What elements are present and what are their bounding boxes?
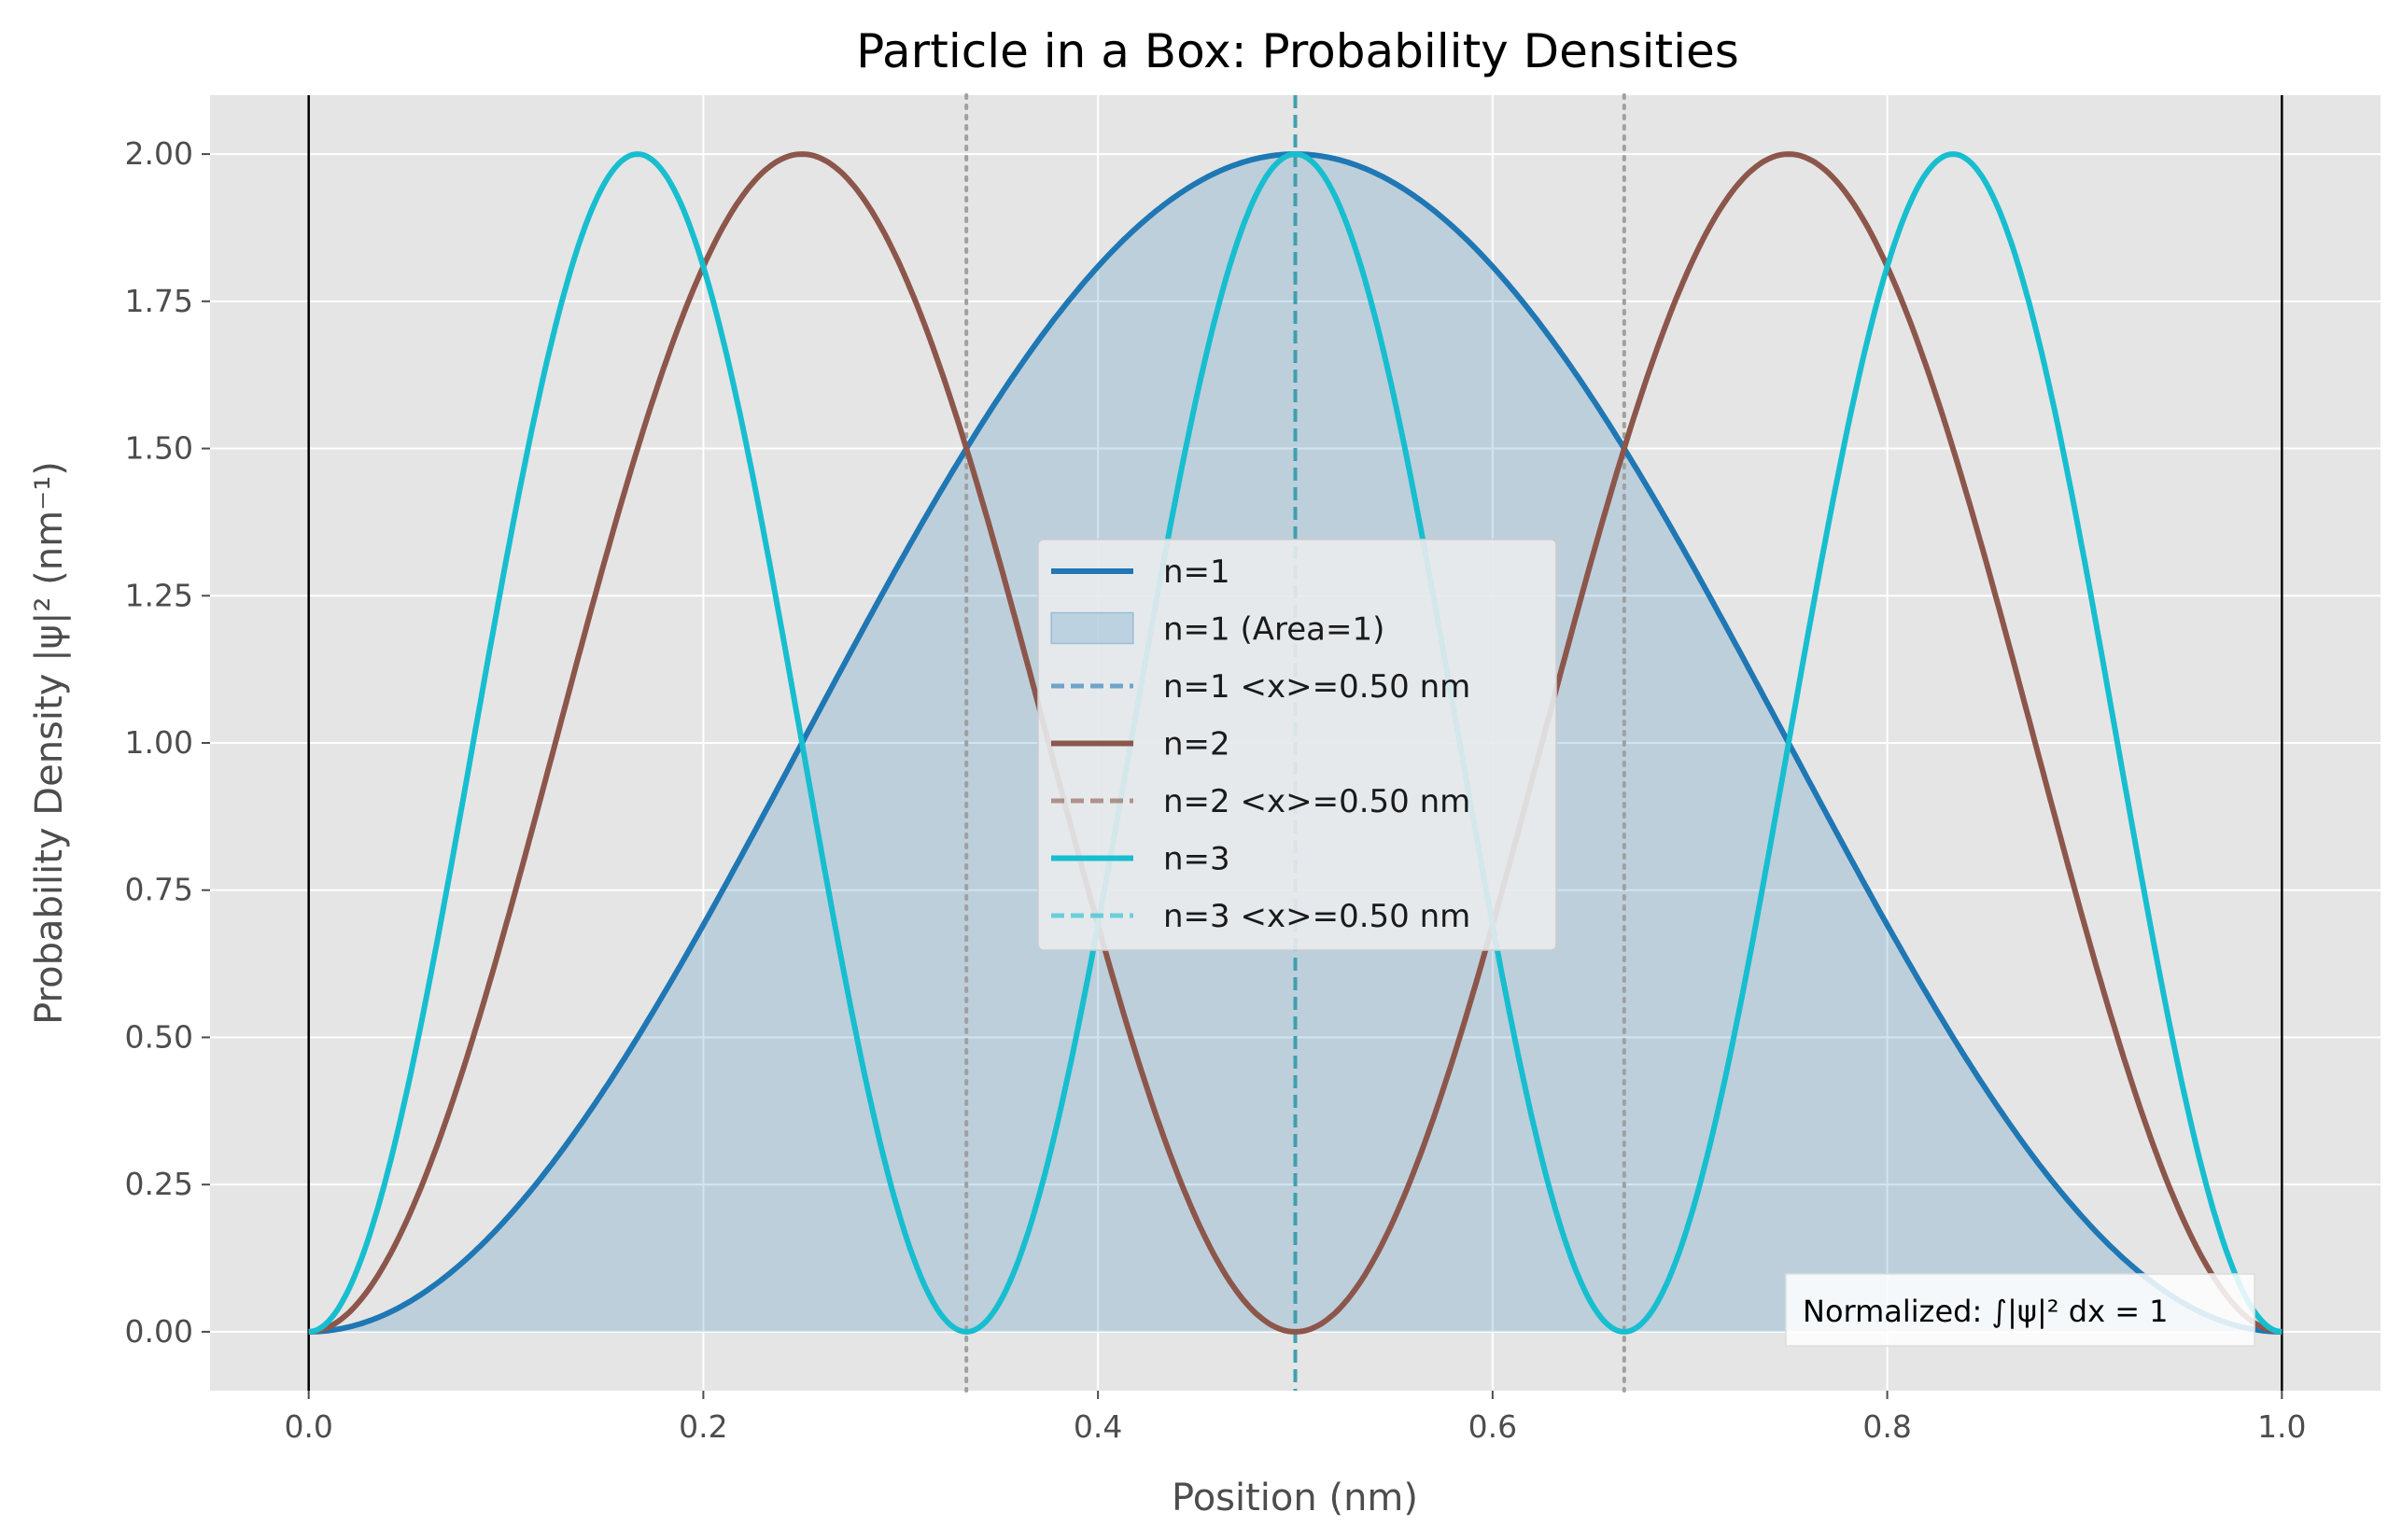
x-tick-label-4: 0.8 [1862,1408,1911,1445]
curves [308,151,2283,1335]
series-line-n3 [308,151,2283,1335]
legend-label-2: n=1 <x>=0.50 nm [1163,668,1470,706]
x-tick-label-1: 0.2 [679,1408,727,1445]
y-tick-label-5: 1.25 [125,577,193,613]
legend-label-0: n=1 [1163,553,1230,591]
legend-box [1037,539,1557,951]
y-tick-label-4: 1.00 [125,724,193,761]
legend-label-5: n=3 [1163,841,1230,878]
x-tick-label-2: 0.4 [1074,1408,1122,1445]
legend: n=1 n=1 (Area=1) n=1 <x>=0.50 nm n=2 n=2 <x>… [1037,539,1557,951]
x-axis: 0.0 0.2 0.4 0.6 0.8 1.0 [284,1391,2307,1445]
box-walls [307,95,2283,1391]
y-tick-label-8: 2.00 [125,135,193,172]
legend-entries: n=1 n=1 (Area=1) n=1 <x>=0.50 nm n=2 n=2 <x>… [1050,553,1470,935]
x-tick-label-0: 0.0 [284,1408,332,1445]
annotation-text: Normalized: ∫|ψ|² dx = 1 [1803,1294,2169,1329]
y-tick-label-3: 0.75 [125,872,193,908]
y-tick-label-7: 1.75 [125,283,193,319]
x-tick-label-5: 1.0 [2257,1408,2306,1445]
y-tick-label-0: 0.00 [125,1313,193,1350]
legend-label-4: n=2 <x>=0.50 nm [1163,783,1470,820]
y-tick-label-1: 0.25 [125,1166,193,1202]
legend-label-1: n=1 (Area=1) [1163,611,1384,649]
y-axis: 0.00 0.25 0.50 0.75 1.00 1.25 1.50 1.75 2.00 [125,135,210,1350]
normalization-annotation: Normalized: ∫|ψ|² dx = 1 [1785,1273,2255,1347]
legend-label-6: n=3 <x>=0.50 nm [1163,898,1470,935]
chart-title: Particle in a Box: Probability Densities [856,24,1739,78]
annotation-box [1785,1273,2255,1347]
x-tick-label-3: 0.6 [1468,1408,1517,1445]
x-axis-title: Position (nm) [1172,1477,1418,1519]
y-tick-label-2: 0.50 [125,1018,193,1055]
y-axis-title: Probability Density |ψ|² (nm⁻¹) [28,461,71,1025]
legend-label-3: n=2 [1163,726,1230,763]
node-lines [964,93,1626,1393]
series-line-n2 [308,151,2283,1335]
y-tick-label-6: 1.50 [125,430,193,467]
legend-swatch-fill-n1 [1050,611,1134,645]
